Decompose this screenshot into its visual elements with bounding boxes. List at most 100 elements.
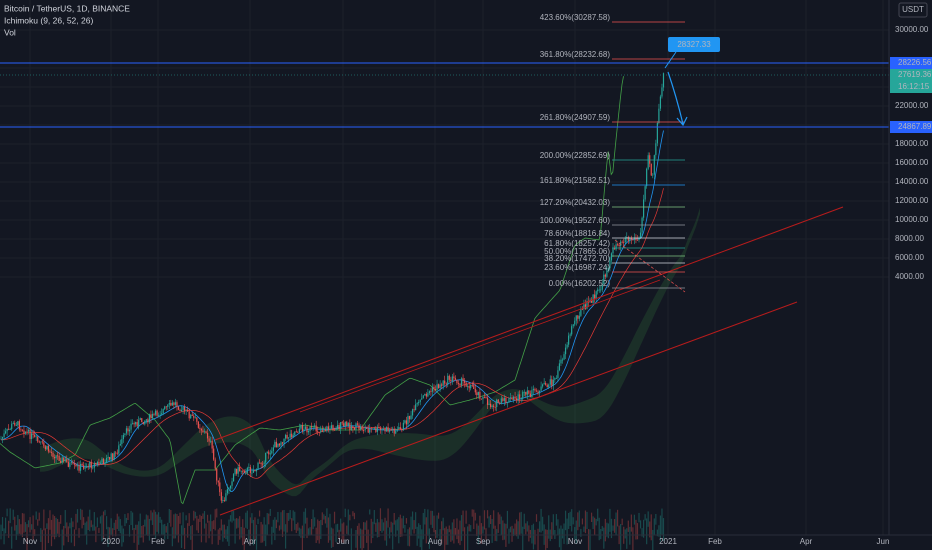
volume-bar: [516, 519, 518, 537]
candle-body: [185, 409, 187, 411]
candle-body: [653, 155, 655, 175]
candle-body: [116, 452, 118, 454]
volume-bar: [361, 529, 363, 550]
price-label: 18000.00: [895, 139, 929, 148]
volume-bar: [460, 515, 463, 541]
volume-bar: [620, 523, 622, 550]
volume-bar: [335, 524, 337, 542]
candle-body: [512, 396, 515, 400]
candle-body: [398, 427, 400, 429]
volume-bar: [597, 508, 599, 522]
candle-body: [626, 237, 628, 239]
volume-bar: [232, 510, 235, 521]
volume-bar: [61, 529, 63, 550]
candle-body: [53, 457, 56, 459]
volume-bar: [497, 512, 499, 533]
volume-bar: [107, 526, 109, 547]
volume-bar: [18, 519, 20, 534]
candle-body: [257, 462, 259, 470]
volume-bar: [467, 526, 469, 550]
volume-bar: [350, 528, 352, 550]
candle-body: [643, 199, 645, 218]
candle-body: [151, 413, 154, 419]
volume-bar: [193, 510, 195, 521]
volume-bar: [90, 520, 92, 528]
volume-bar: [509, 526, 512, 533]
currency-box[interactable]: [898, 2, 928, 18]
volume-bar: [162, 524, 164, 535]
volume-bar: [84, 522, 86, 536]
volume-bar: [474, 512, 476, 521]
candle-body: [323, 430, 325, 432]
volume-bar: [79, 508, 82, 520]
candle-body: [369, 428, 371, 433]
candle-body: [506, 402, 509, 404]
candle-body: [26, 431, 28, 433]
candle-body: [50, 452, 53, 453]
candle-body: [283, 438, 285, 444]
volume-bar: [389, 527, 391, 539]
candle-body: [393, 428, 395, 434]
volume-bar: [3, 528, 5, 545]
volume-bar: [254, 517, 256, 540]
currency[interactable]: USDT: [902, 5, 924, 14]
volume-bar: [182, 512, 184, 535]
candle-body: [220, 492, 222, 501]
volume-bar: [225, 529, 227, 540]
candle-body: [157, 415, 160, 417]
volume-bar: [476, 523, 478, 536]
candle-body: [136, 422, 138, 427]
candle-body: [500, 398, 502, 404]
volume-bar: [346, 525, 348, 534]
volume-bar: [367, 529, 369, 550]
volume-bar: [337, 523, 339, 533]
volume-bar: [131, 512, 134, 531]
candle-body: [214, 459, 216, 469]
volume-bar: [569, 511, 571, 527]
volume-bar: [15, 525, 17, 540]
candle-body: [337, 425, 339, 429]
volume-bar: [6, 508, 8, 517]
volume-bar: [239, 516, 241, 540]
volume-bar: [156, 514, 158, 532]
volume-bar: [150, 510, 152, 521]
candle-body: [421, 398, 423, 400]
volume-bar: [205, 523, 207, 543]
fib-label: 78.60%(18816.84): [544, 229, 610, 238]
candle-body: [650, 163, 652, 176]
candle-body: [81, 463, 83, 466]
candle-body: [402, 422, 404, 431]
candle-body: [4, 431, 7, 434]
volume-bar: [621, 518, 623, 526]
candle-body: [542, 384, 544, 387]
volume-bar: [314, 517, 316, 527]
volume-bar: [176, 514, 178, 535]
candle-body: [130, 423, 132, 430]
volume-bar: [210, 514, 212, 532]
candle-body: [661, 87, 663, 97]
volume-bar: [434, 529, 437, 539]
candle-body: [353, 427, 356, 430]
volume-bar: [561, 528, 564, 539]
candle-body: [389, 429, 391, 432]
volume-bar: [216, 508, 218, 518]
candle-body: [618, 244, 620, 246]
candle-body: [607, 268, 610, 271]
volume-bar: [408, 527, 411, 547]
candle-body: [370, 428, 372, 430]
candle-body: [188, 411, 190, 419]
volume-bar: [145, 514, 147, 535]
candle-body: [454, 378, 457, 380]
candle-body: [295, 431, 297, 433]
candle-body: [399, 427, 401, 430]
time-label: Jun: [877, 537, 890, 546]
candle-body: [57, 455, 59, 457]
volume-bar: [626, 528, 628, 549]
candle-body: [278, 443, 281, 446]
candle-body: [630, 237, 632, 240]
volume-bar: [647, 511, 649, 527]
candle-body: [217, 480, 219, 483]
candle-body: [263, 462, 265, 464]
price-label: 12000.00: [895, 196, 929, 205]
volume-bar: [191, 524, 193, 550]
